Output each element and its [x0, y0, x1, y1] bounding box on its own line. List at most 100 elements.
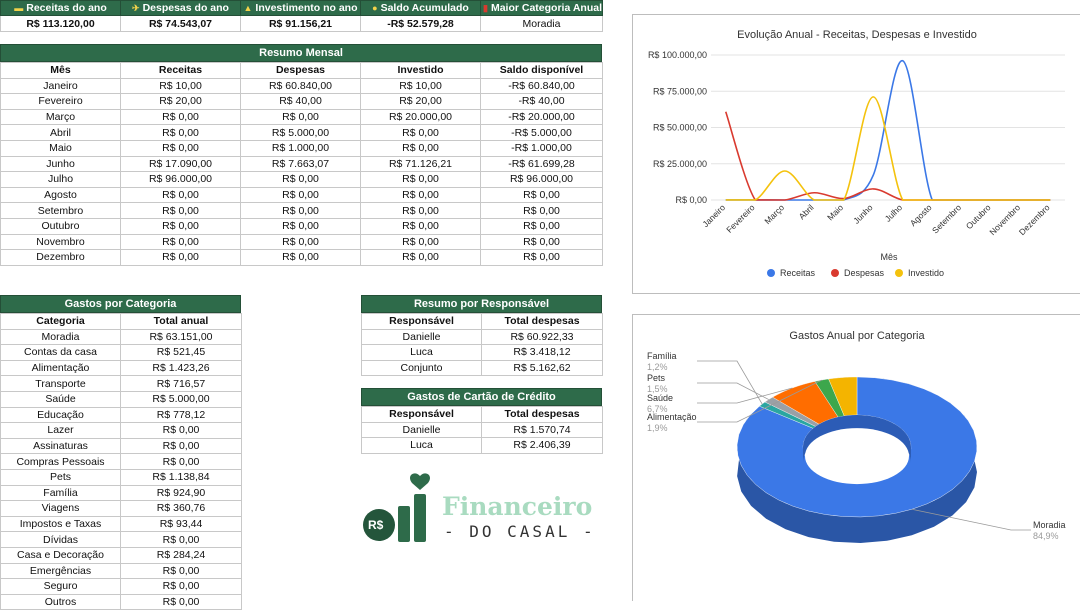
category-cell[interactable]: R$ 0,00	[120, 562, 242, 580]
monthly-cell[interactable]: R$ 0,00	[240, 202, 361, 219]
monthly-cell[interactable]: R$ 0,00	[360, 186, 481, 204]
monthly-cell[interactable]: R$ 0,00	[240, 171, 361, 188]
monthly-cell[interactable]: R$ 0,00	[120, 124, 241, 141]
credit-cell[interactable]: R$ 1.570,74	[481, 421, 603, 439]
monthly-cell[interactable]: R$ 0,00	[240, 186, 361, 204]
monthly-cell[interactable]: Março	[0, 108, 121, 126]
monthly-cell[interactable]: Setembro	[0, 202, 121, 219]
category-cell[interactable]: R$ 0,00	[120, 422, 242, 439]
monthly-cell[interactable]: R$ 0,00	[480, 217, 603, 235]
category-cell[interactable]: R$ 716,57	[120, 375, 242, 392]
legend-label[interactable]: Despesas	[844, 268, 885, 278]
category-cell[interactable]: R$ 0,00	[120, 453, 242, 470]
monthly-cell[interactable]: R$ 1.000,00	[240, 139, 361, 157]
monthly-cell[interactable]: R$ 0,00	[360, 249, 481, 266]
monthly-cell[interactable]: R$ 60.840,00	[240, 77, 361, 95]
monthly-cell[interactable]: R$ 20,00	[360, 93, 481, 110]
category-cell[interactable]: R$ 0,00	[120, 531, 242, 548]
monthly-cell[interactable]: R$ 0,00	[120, 186, 241, 204]
monthly-cell[interactable]: -R$ 5.000,00	[480, 124, 603, 141]
category-cell[interactable]: R$ 521,45	[120, 344, 242, 361]
monthly-cell[interactable]: Agosto	[0, 186, 121, 204]
category-cell[interactable]: Pets	[0, 468, 121, 486]
credit-cell[interactable]: Luca	[361, 437, 482, 454]
monthly-cell[interactable]: R$ 0,00	[360, 217, 481, 235]
monthly-cell[interactable]: -R$ 40,00	[480, 93, 603, 110]
monthly-cell[interactable]: R$ 0,00	[120, 108, 241, 126]
category-cell[interactable]: R$ 284,24	[120, 546, 242, 564]
monthly-cell[interactable]: R$ 0,00	[360, 124, 481, 141]
category-cell[interactable]: R$ 0,00	[120, 578, 242, 595]
category-cell[interactable]: Contas da casa	[0, 344, 121, 361]
category-cell[interactable]: Dívidas	[0, 531, 121, 548]
summary-value-balance[interactable]: -R$ 52.579,28	[360, 15, 481, 32]
monthly-cell[interactable]: Novembro	[0, 233, 121, 251]
category-cell[interactable]: R$ 5.000,00	[120, 390, 242, 408]
summary-value-expenses[interactable]: R$ 74.543,07	[120, 15, 241, 32]
monthly-cell[interactable]: -R$ 60.840,00	[480, 77, 603, 95]
category-cell[interactable]: Casa e Decoração	[0, 546, 121, 564]
line-series-despesas[interactable]	[724, 111, 1051, 201]
category-cell[interactable]: Transporte	[0, 375, 121, 392]
monthly-cell[interactable]: R$ 0,00	[360, 202, 481, 219]
monthly-cell[interactable]: R$ 0,00	[120, 217, 241, 235]
category-cell[interactable]: R$ 0,00	[120, 593, 242, 610]
summary-value-top-category[interactable]: Moradia	[480, 15, 603, 32]
responsible-cell[interactable]: R$ 5.162,62	[481, 359, 603, 377]
monthly-cell[interactable]: R$ 0,00	[120, 233, 241, 251]
category-cell[interactable]: Outros	[0, 593, 121, 610]
responsible-cell[interactable]: Luca	[361, 344, 482, 361]
monthly-cell[interactable]: R$ 40,00	[240, 93, 361, 110]
monthly-cell[interactable]: R$ 0,00	[480, 233, 603, 251]
category-cell[interactable]: R$ 0,00	[120, 437, 242, 455]
monthly-cell[interactable]: R$ 71.126,21	[360, 155, 481, 173]
monthly-cell[interactable]: R$ 10,00	[120, 77, 241, 95]
responsible-cell[interactable]: Danielle	[361, 328, 482, 346]
monthly-cell[interactable]: R$ 0,00	[480, 202, 603, 219]
monthly-cell[interactable]: R$ 0,00	[240, 233, 361, 251]
category-cell[interactable]: R$ 924,90	[120, 484, 242, 502]
monthly-cell[interactable]: R$ 5.000,00	[240, 124, 361, 141]
monthly-cell[interactable]: Abril	[0, 124, 121, 141]
monthly-cell[interactable]: Outubro	[0, 217, 121, 235]
monthly-cell[interactable]: R$ 20,00	[120, 93, 241, 110]
responsible-cell[interactable]: R$ 60.922,33	[481, 328, 603, 346]
monthly-cell[interactable]: Dezembro	[0, 249, 121, 266]
monthly-cell[interactable]: Maio	[0, 139, 121, 157]
monthly-cell[interactable]: R$ 0,00	[240, 217, 361, 235]
category-cell[interactable]: R$ 1.138,84	[120, 468, 242, 486]
line-series-investido[interactable]	[725, 96, 1051, 201]
category-cell[interactable]: R$ 778,12	[120, 406, 242, 424]
category-cell[interactable]: Viagens	[0, 500, 121, 517]
category-cell[interactable]: Lazer	[0, 422, 121, 439]
category-cell[interactable]: Alimentação	[0, 359, 121, 377]
monthly-cell[interactable]: R$ 0,00	[240, 108, 361, 126]
category-cell[interactable]: R$ 63.151,00	[120, 328, 242, 346]
monthly-cell[interactable]: R$ 0,00	[360, 233, 481, 251]
monthly-cell[interactable]: R$ 96.000,00	[480, 171, 603, 188]
monthly-cell[interactable]: R$ 0,00	[360, 171, 481, 188]
summary-value-income[interactable]: R$ 113.120,00	[0, 15, 121, 32]
monthly-cell[interactable]: Junho	[0, 155, 121, 173]
category-cell[interactable]: Assinaturas	[0, 437, 121, 455]
category-cell[interactable]: Emergências	[0, 562, 121, 580]
monthly-cell[interactable]: Julho	[0, 171, 121, 188]
category-cell[interactable]: Saúde	[0, 390, 121, 408]
legend-label[interactable]: Investido	[908, 268, 944, 278]
category-cell[interactable]: R$ 360,76	[120, 500, 242, 517]
responsible-cell[interactable]: R$ 3.418,12	[481, 344, 603, 361]
monthly-cell[interactable]: R$ 0,00	[360, 139, 481, 157]
monthly-cell[interactable]: R$ 10,00	[360, 77, 481, 95]
category-cell[interactable]: Seguro	[0, 578, 121, 595]
responsible-cell[interactable]: Conjunto	[361, 359, 482, 377]
monthly-cell[interactable]: Janeiro	[0, 77, 121, 95]
category-cell[interactable]: Família	[0, 484, 121, 502]
monthly-cell[interactable]: R$ 96.000,00	[120, 171, 241, 188]
legend-label[interactable]: Receitas	[780, 268, 816, 278]
monthly-cell[interactable]: Fevereiro	[0, 93, 121, 110]
monthly-cell[interactable]: -R$ 20.000,00	[480, 108, 603, 126]
monthly-cell[interactable]: R$ 0,00	[120, 249, 241, 266]
monthly-cell[interactable]: -R$ 1.000,00	[480, 139, 603, 157]
monthly-cell[interactable]: R$ 17.090,00	[120, 155, 241, 173]
credit-cell[interactable]: Danielle	[361, 421, 482, 439]
